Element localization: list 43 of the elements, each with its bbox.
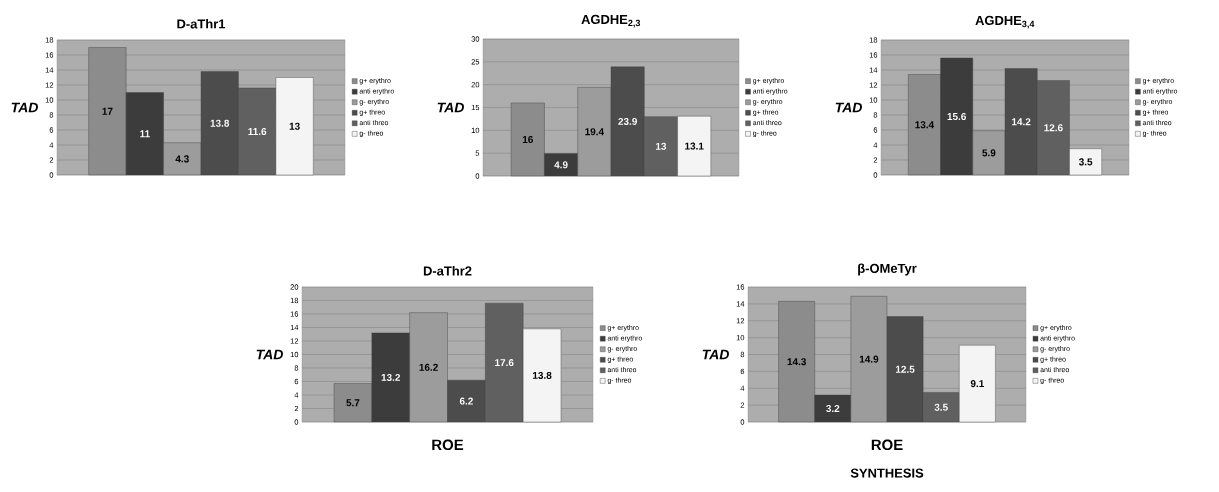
chart-title: D-aThr2 bbox=[423, 265, 472, 276]
data-label: 11.6 bbox=[248, 127, 267, 136]
y-axis-title: TAD bbox=[11, 102, 38, 113]
data-label: 15.6 bbox=[947, 112, 966, 121]
data-label: 14.2 bbox=[1012, 118, 1031, 126]
data-label: 6.2 bbox=[459, 397, 473, 405]
data-label: 5.7 bbox=[346, 399, 360, 407]
y-axis-title: TAD bbox=[256, 349, 283, 360]
data-label: 11 bbox=[140, 130, 150, 138]
data-label: 5.9 bbox=[982, 149, 996, 157]
y-axis-title: TAD bbox=[835, 102, 862, 113]
data-label: 23.9 bbox=[618, 117, 637, 125]
chart-title: β-OMeTyr bbox=[858, 263, 917, 276]
text: SYNTHESIS bbox=[850, 468, 924, 478]
data-label: 17 bbox=[102, 107, 113, 115]
data-label: 13.2 bbox=[381, 373, 401, 381]
data-label: 13.8 bbox=[210, 119, 230, 127]
data-label: 16.2 bbox=[419, 363, 438, 371]
data-label: 14.9 bbox=[859, 355, 879, 363]
x-axis-title: ROE bbox=[871, 439, 903, 451]
data-label: 13 bbox=[656, 142, 667, 150]
data-label: 12.5 bbox=[896, 365, 915, 373]
data-label: 3.2 bbox=[826, 404, 840, 413]
data-label: 16 bbox=[522, 135, 533, 143]
x-axis-title: ROE bbox=[432, 439, 464, 451]
data-label: 12.6 bbox=[1044, 124, 1063, 132]
data-label: 3.5 bbox=[934, 403, 948, 411]
data-label: 3.5 bbox=[1078, 158, 1093, 166]
data-label: 13.8 bbox=[533, 371, 552, 379]
data-label: 4.3 bbox=[175, 155, 189, 163]
data-label: 9.1 bbox=[970, 380, 985, 388]
y-axis-title: TAD bbox=[702, 349, 729, 360]
data-label: 13.1 bbox=[685, 142, 704, 150]
data-label: 13.4 bbox=[915, 121, 935, 129]
y-axis-title: TAD bbox=[437, 102, 464, 113]
data-label: 19.4 bbox=[585, 128, 604, 136]
data-label: 13 bbox=[289, 122, 300, 130]
data-label: 17.6 bbox=[495, 359, 514, 367]
chart-title: AGDHE$_{3,4}$ bbox=[975, 15, 1035, 29]
chart-title: D-aThr1 bbox=[177, 18, 226, 29]
data-label: 4.9 bbox=[554, 161, 568, 169]
chart-title: AGDHE$_{2,3}$ bbox=[581, 14, 641, 28]
data-label: 14.3 bbox=[787, 358, 806, 366]
